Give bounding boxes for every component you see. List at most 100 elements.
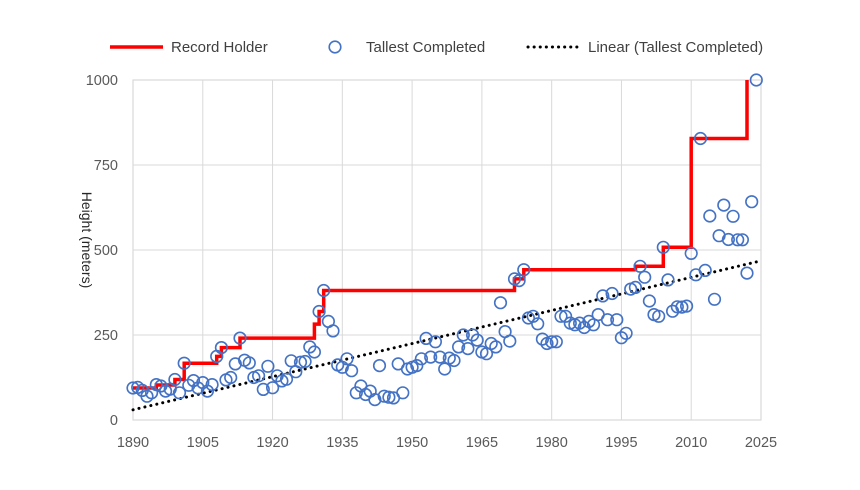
data-point: [177, 356, 191, 370]
data-point: [438, 362, 452, 376]
data-point: [382, 390, 396, 404]
data-point: [424, 350, 438, 364]
data-point: [396, 386, 410, 400]
data-point: [284, 354, 298, 368]
data-point: [726, 209, 740, 223]
data-point: [633, 259, 647, 273]
data-point: [619, 326, 633, 340]
data-point: [735, 233, 750, 247]
data-point: [628, 280, 643, 295]
data-point: [638, 270, 652, 284]
data-point: [731, 233, 745, 247]
data-point: [745, 195, 759, 209]
legend-label-tallest-completed: Tallest Completed: [366, 39, 485, 56]
data-point: [675, 300, 689, 314]
data-point: [172, 386, 187, 400]
data-point: [512, 274, 526, 288]
data-point: [377, 389, 391, 403]
data-point: [535, 332, 550, 346]
x-tick-label: 1965: [466, 435, 498, 451]
data-point: [679, 299, 694, 313]
data-point: [279, 372, 294, 386]
data-point: [670, 300, 684, 314]
data-point: [326, 324, 340, 338]
data-point: [233, 331, 247, 345]
data-point: [661, 273, 675, 287]
data-point: [600, 313, 615, 327]
data-point: [317, 283, 331, 298]
data-point: [493, 296, 508, 310]
y-tick-label: 0: [110, 413, 118, 429]
data-point: [531, 317, 545, 331]
data-point: [349, 386, 363, 400]
data-point: [721, 232, 736, 247]
data-point: [224, 370, 238, 385]
y-tick-label: 500: [94, 243, 118, 259]
data-point: [345, 364, 359, 378]
scatter-points-layer: [126, 73, 763, 407]
y-tick-label: 750: [94, 158, 118, 174]
data-point: [517, 263, 531, 277]
data-point: [572, 316, 587, 330]
data-point: [698, 263, 712, 278]
data-point: [261, 359, 275, 373]
x-tick-label: 1905: [187, 435, 219, 451]
x-tick-label: 2010: [675, 435, 707, 451]
data-point: [307, 345, 322, 359]
tick-labels: 1890 1905 1920 1935 1950 1965 1980 1995 2010 2025…: [86, 73, 777, 451]
record-holder-line: [133, 80, 749, 390]
data-point: [596, 289, 610, 303]
x-tick-label: 1920: [256, 435, 288, 451]
data-point: [703, 209, 717, 223]
data-point: [256, 382, 270, 397]
data-point: [605, 286, 619, 301]
data-point: [428, 335, 443, 349]
data-point: [489, 340, 503, 354]
x-tick-label: 1950: [396, 435, 428, 451]
data-point: [368, 393, 382, 407]
data-point: [503, 334, 517, 348]
data-point: [456, 328, 470, 342]
data-point: [340, 352, 354, 366]
data-point: [214, 341, 228, 355]
data-point: [526, 309, 540, 323]
x-tick-label: 1890: [117, 435, 149, 451]
legend-label-record-holder: Record Holder: [171, 39, 268, 56]
data-point: [656, 240, 670, 254]
legend-label-linear-trend: Linear (Tallest Completed): [588, 39, 763, 56]
data-point: [693, 131, 708, 146]
data-point: [126, 381, 140, 395]
data-point: [707, 292, 722, 306]
data-point: [372, 359, 387, 373]
data-point: [410, 359, 424, 373]
data-point: [554, 309, 568, 323]
x-tick-label: 1935: [326, 435, 358, 451]
data-point: [545, 335, 559, 349]
x-tick-label: 2025: [745, 435, 777, 451]
data-point: [740, 266, 754, 280]
data-point: [684, 246, 698, 260]
data-point: [266, 381, 280, 395]
x-tick-label: 1980: [536, 435, 568, 451]
y-axis-title: Height (meters): [79, 192, 95, 288]
data-point: [414, 352, 429, 366]
data-point: [452, 340, 466, 354]
data-point: [447, 353, 461, 368]
data-point: [293, 355, 308, 369]
data-point: [558, 309, 573, 323]
data-point: [652, 309, 666, 323]
data-point: [470, 333, 484, 347]
data-point: [717, 198, 731, 212]
data-point: [433, 350, 447, 364]
data-point: [182, 378, 196, 392]
data-point: [252, 369, 266, 383]
legend: Record Holder Tallest Completed Linear (Ta…: [110, 39, 763, 56]
data-point: [298, 354, 312, 369]
data-point: [312, 304, 326, 319]
x-tick-label: 1995: [605, 435, 637, 451]
plot-area-border: [132, 79, 762, 421]
data-point: [610, 313, 624, 327]
